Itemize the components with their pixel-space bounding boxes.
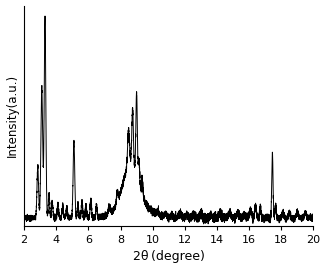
- Y-axis label: Intensity(a.u.): Intensity(a.u.): [6, 74, 19, 157]
- X-axis label: 2θ (degree): 2θ (degree): [133, 250, 205, 263]
